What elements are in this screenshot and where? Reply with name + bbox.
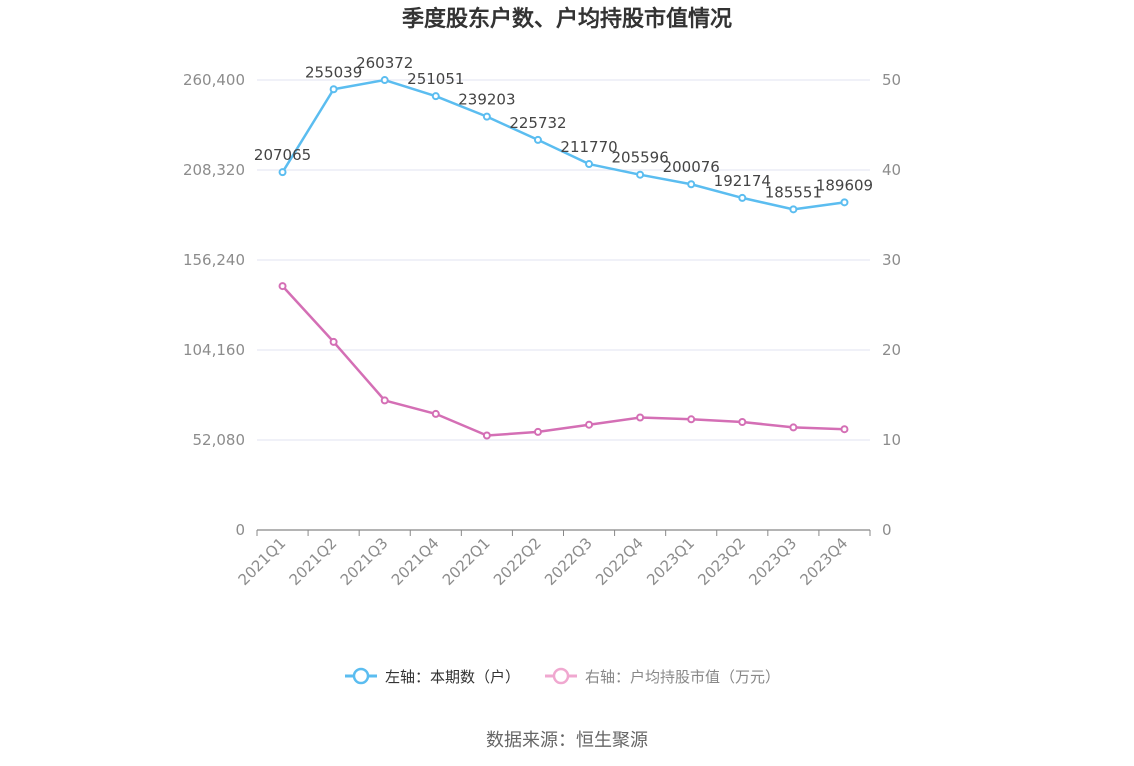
- right-tick-label: 30: [882, 251, 901, 269]
- data-point: [431, 92, 440, 101]
- x-tick-label: 2021Q4: [388, 534, 443, 589]
- data-label: 211770: [560, 138, 617, 156]
- data-label: 239203: [458, 91, 515, 109]
- data-point: [585, 160, 594, 169]
- data-label: 200076: [663, 158, 720, 176]
- right-axis-ticks: 0 10 20 30 40 50: [882, 71, 901, 539]
- data-point: [482, 431, 491, 440]
- data-point: [840, 425, 849, 434]
- right-tick-label: 0: [882, 521, 892, 539]
- x-tick-label: 2022Q3: [541, 534, 596, 589]
- right-tick-label: 10: [882, 431, 901, 449]
- legend-label: 左轴：本期数（户）: [385, 668, 520, 686]
- grid-lines: [257, 79, 870, 441]
- left-tick-label: 156,240: [183, 251, 245, 269]
- legend-label: 右轴：户均持股市值（万元）: [585, 668, 780, 686]
- left-tick-label: 208,320: [183, 161, 245, 179]
- data-point: [840, 198, 849, 207]
- legend-marker: [552, 667, 570, 685]
- series-layer: [278, 76, 849, 440]
- data-label: 185551: [765, 183, 822, 201]
- data-label: 225732: [509, 114, 566, 132]
- data-point: [278, 168, 287, 177]
- data-point: [533, 427, 542, 436]
- data-point: [482, 112, 491, 121]
- data-point: [636, 413, 645, 422]
- data-point: [278, 282, 287, 291]
- x-tick-label: 2023Q2: [694, 534, 749, 589]
- data-point: [431, 409, 440, 418]
- right-tick-label: 50: [882, 71, 901, 89]
- data-label: 189609: [816, 176, 873, 194]
- x-tick-label: 2021Q2: [286, 534, 341, 589]
- data-point: [636, 170, 645, 179]
- x-tick-label: 2023Q4: [796, 534, 851, 589]
- x-tick-label: 2021Q3: [337, 534, 392, 589]
- data-label: 260372: [356, 54, 413, 72]
- data-point: [380, 76, 389, 85]
- right-tick-label: 40: [882, 161, 901, 179]
- data-point: [585, 420, 594, 429]
- x-tick-label: 2023Q1: [643, 534, 698, 589]
- left-axis-ticks: 0 52,080 104,160 156,240 208,320 260,400: [183, 71, 245, 539]
- data-label: 192174: [714, 172, 771, 190]
- data-point: [789, 205, 798, 214]
- x-tick-label: 2022Q1: [439, 534, 494, 589]
- data-label: 205596: [611, 149, 668, 167]
- data-point: [380, 396, 389, 405]
- data-label: 251051: [407, 70, 464, 88]
- left-tick-label: 104,160: [183, 341, 245, 359]
- data-point: [329, 337, 338, 346]
- data-point: [738, 193, 747, 202]
- left-tick-label: 52,080: [193, 431, 246, 449]
- data-point: [533, 135, 542, 144]
- data-point: [329, 85, 338, 94]
- x-tick-label: 2023Q3: [745, 534, 800, 589]
- x-tick-label: 2022Q4: [592, 534, 647, 589]
- chart-title: 季度股东户数、户均持股市值情况: [402, 6, 732, 32]
- series-line-1: [281, 78, 845, 211]
- legend: 左轴：本期数（户） 右轴：户均持股市值（万元）: [345, 667, 780, 686]
- legend-marker: [352, 667, 370, 685]
- data-point: [789, 423, 798, 432]
- right-tick-label: 20: [882, 341, 901, 359]
- data-label: 255039: [305, 63, 362, 81]
- data-point: [738, 418, 747, 426]
- source-note: 数据来源：恒生聚源: [486, 730, 648, 751]
- x-tick-label: 2021Q1: [235, 534, 290, 589]
- data-point: [687, 180, 696, 189]
- data-point: [687, 415, 696, 424]
- x-tick-label: 2022Q2: [490, 534, 545, 589]
- x-axis: 2021Q12021Q22021Q32021Q42022Q12022Q22022…: [235, 529, 871, 589]
- left-tick-label: 260,400: [183, 71, 245, 89]
- data-label: 207065: [254, 146, 311, 164]
- left-tick-label: 0: [235, 521, 245, 539]
- series-line-2: [281, 285, 845, 437]
